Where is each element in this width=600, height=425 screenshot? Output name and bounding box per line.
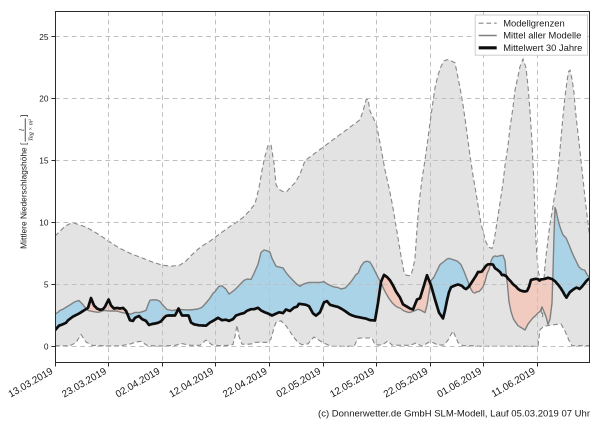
svg-text:Tag × m²: Tag × m² <box>28 119 34 141</box>
svg-text:Mittel aller Modelle: Mittel aller Modelle <box>503 30 581 41</box>
svg-text:Modellgrenzen: Modellgrenzen <box>503 17 565 28</box>
svg-text:5: 5 <box>44 279 49 289</box>
svg-text:10: 10 <box>39 218 49 228</box>
svg-text:l: l <box>19 129 26 131</box>
svg-text:Mittelwert 30 Jahre: Mittelwert 30 Jahre <box>503 42 582 53</box>
svg-text:Mittlere Niederschlagshöhe [: Mittlere Niederschlagshöhe [ <box>19 142 29 249</box>
svg-text:20: 20 <box>39 94 49 104</box>
svg-text:(c) Donnerwetter.de GmbH SLM-M: (c) Donnerwetter.de GmbH SLM-Modell, Lau… <box>318 409 590 420</box>
svg-text:0: 0 <box>44 341 49 351</box>
svg-text:25: 25 <box>39 32 49 42</box>
svg-text:]: ] <box>19 115 29 117</box>
svg-text:15: 15 <box>39 156 49 166</box>
